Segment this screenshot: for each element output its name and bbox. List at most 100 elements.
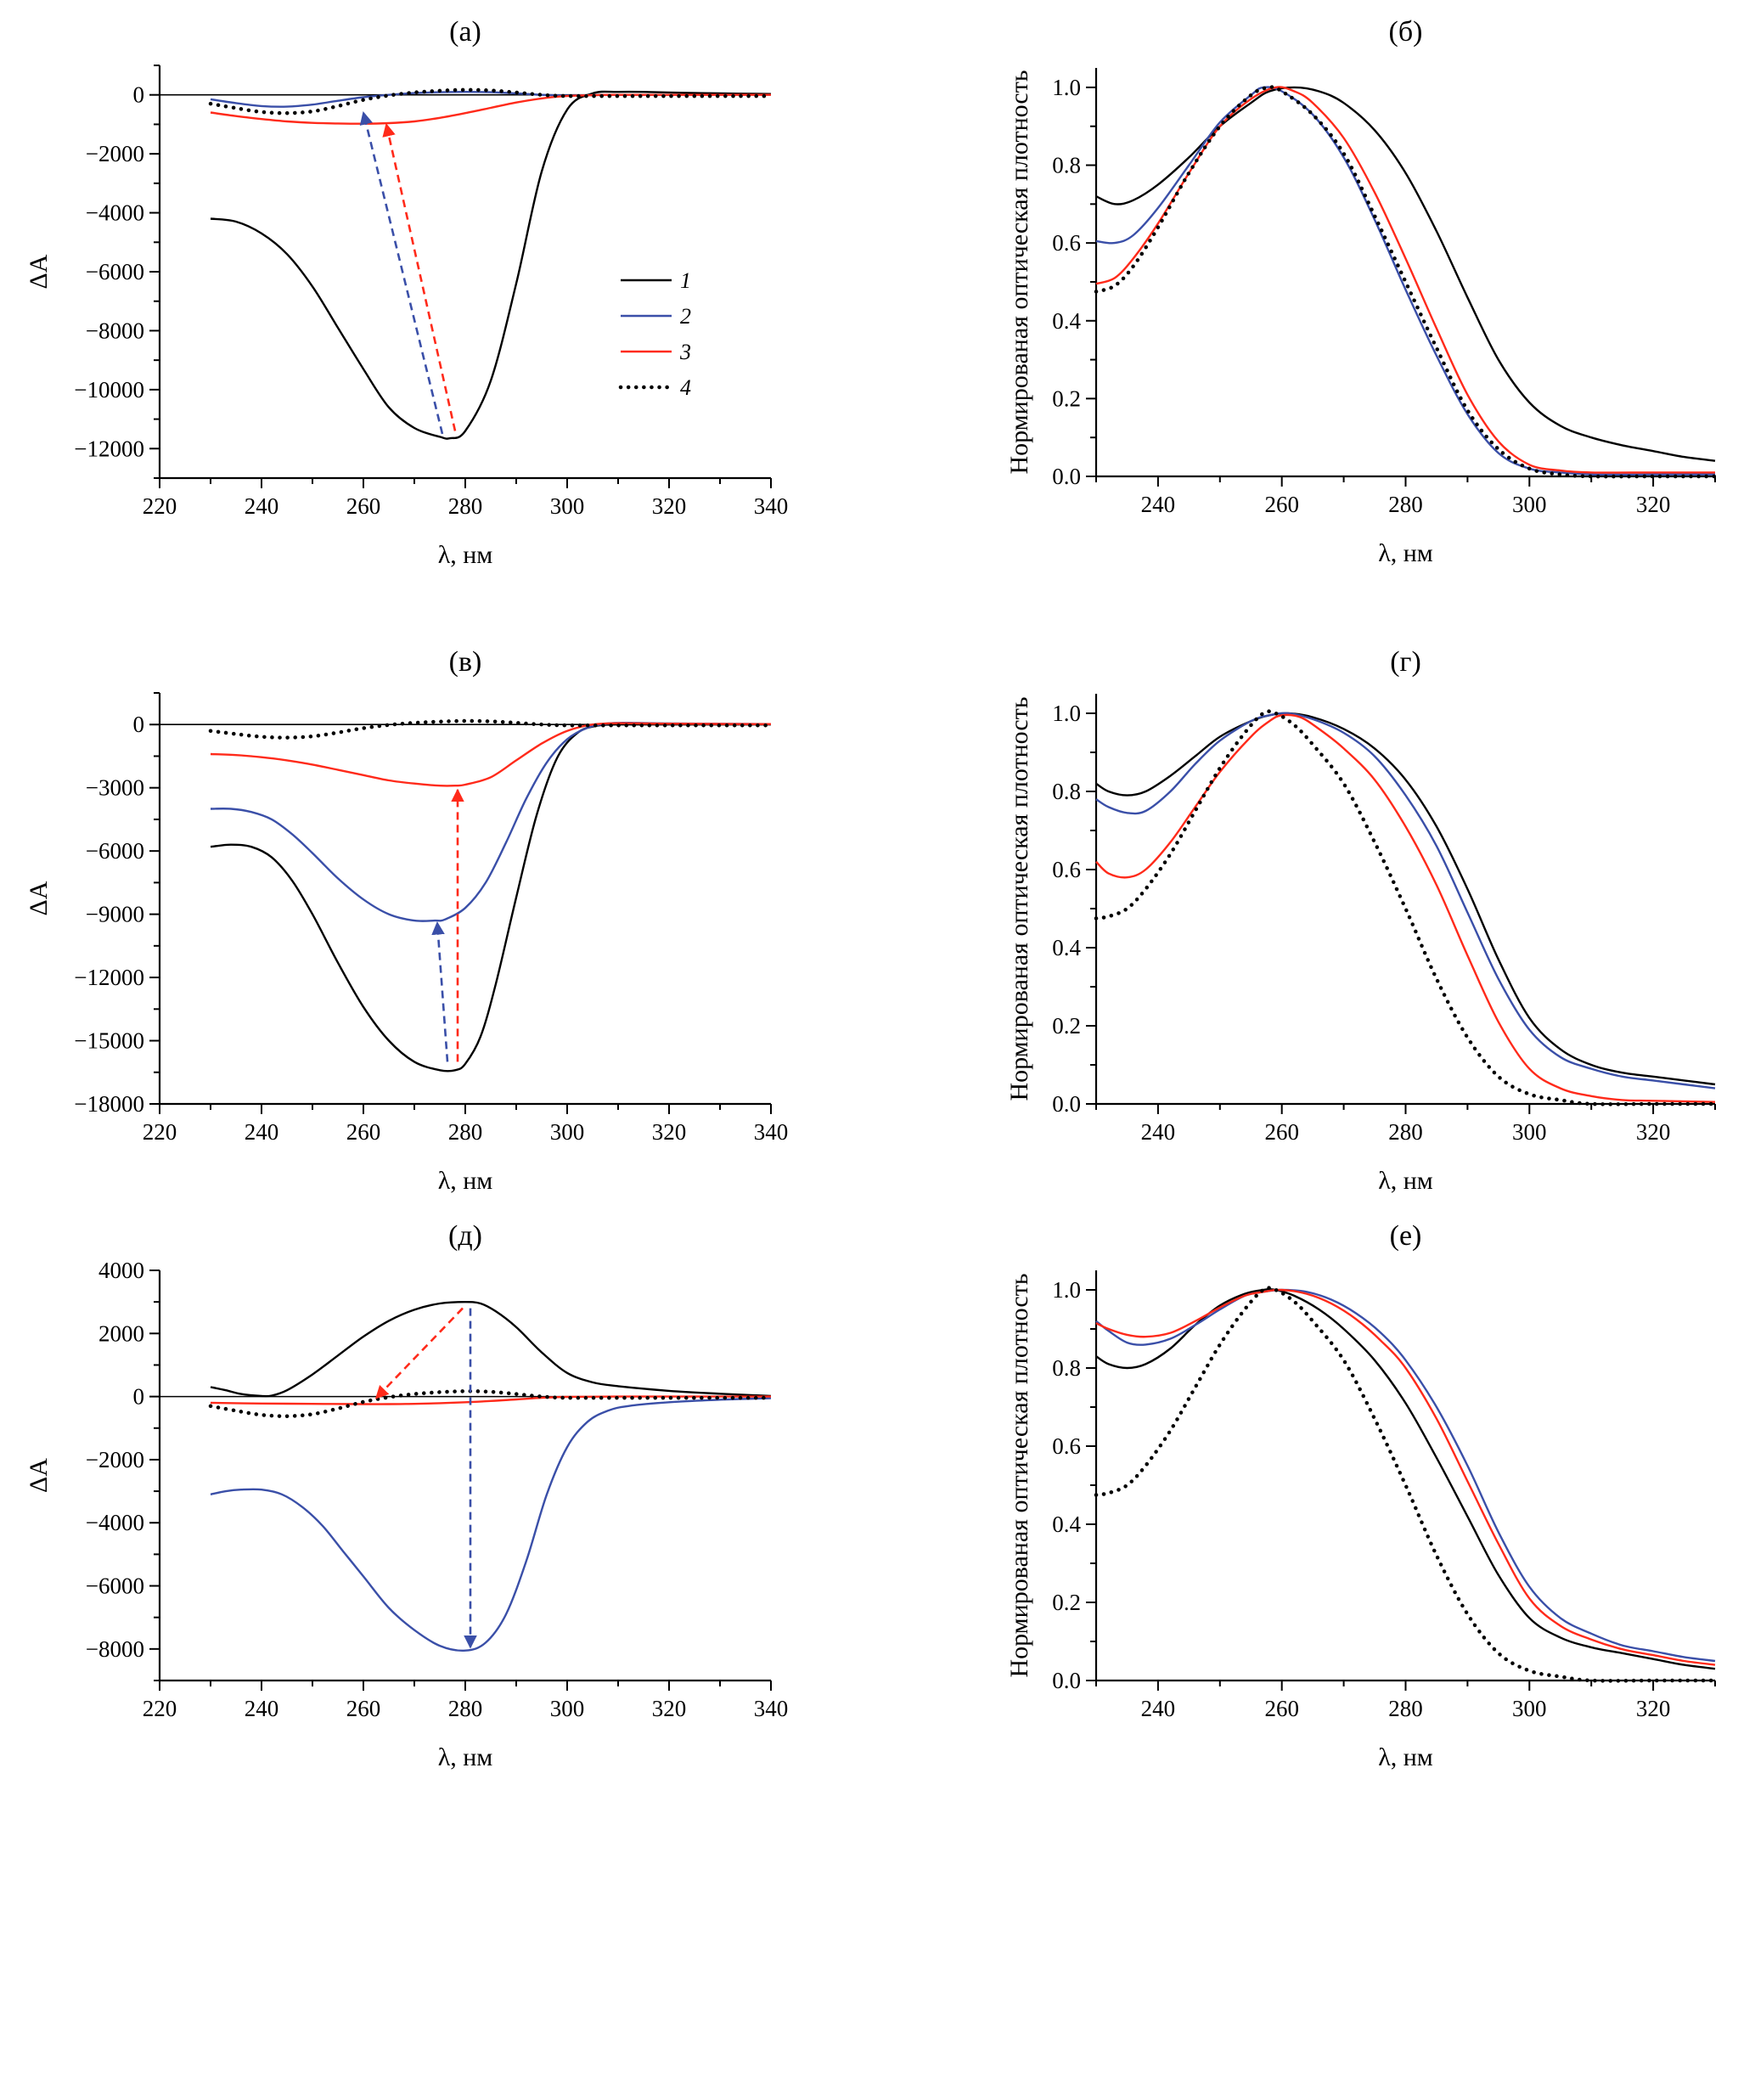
x-tick-label: 220 [143, 1119, 177, 1145]
panel-title: (е) [1390, 1220, 1422, 1252]
x-tick-label: 340 [754, 493, 789, 519]
series-line-1 [210, 90, 772, 440]
y-tick-label: 0.0 [1052, 464, 1081, 489]
series-line-4 [208, 1389, 773, 1418]
series-line-2 [210, 721, 772, 922]
panel-g: (г) 240 260 280 300 320 0.0 0.2 0.4 0.6 0.8 1.0 λ, н… [1005, 646, 1718, 1195]
y-tick-label: 0 [133, 712, 145, 737]
legend-label: 1 [680, 268, 691, 293]
x-tick-label: 260 [1264, 492, 1299, 517]
y-tick-label: −4000 [86, 200, 144, 226]
x-tick-label: 260 [1264, 1696, 1299, 1721]
x-tick-label: 240 [1141, 1696, 1176, 1721]
y-tick-label: 0.4 [1052, 935, 1081, 960]
y-tick-label: −3000 [86, 775, 144, 801]
y-tick-label: 2000 [98, 1320, 144, 1346]
panel-e: (е) 240 260 280 300 320 0.0 0.2 0.4 0.6 0.8 1.0 λ, н… [1005, 1220, 1718, 1771]
y-tick-label: 1.0 [1052, 701, 1081, 726]
y-tick-label: −18000 [74, 1091, 144, 1117]
x-tick-label: 280 [1388, 1696, 1423, 1721]
x-tick-label: 280 [1388, 1119, 1423, 1145]
legend-label: 4 [680, 375, 691, 400]
series-line-1 [1095, 1288, 1716, 1670]
x-tick-label: 320 [1636, 492, 1671, 517]
series-line-4 [1094, 709, 1718, 1106]
y-tick-label: −6000 [86, 838, 144, 864]
x-tick-label: 340 [754, 1696, 789, 1721]
y-tick-label: 0.8 [1052, 153, 1081, 178]
y-tick-label: −2000 [86, 1447, 144, 1472]
series-line-2 [1095, 1288, 1716, 1663]
annotation-arrow [374, 1307, 464, 1399]
y-tick-label: −12000 [74, 965, 144, 990]
y-tick-label: 0.6 [1052, 230, 1081, 256]
y-tick-label: 0.0 [1052, 1091, 1081, 1117]
series-line-4 [1094, 85, 1718, 479]
y-tick-label: 0.0 [1052, 1668, 1081, 1693]
x-tick-label: 240 [245, 1119, 279, 1145]
y-tick-label: 0.2 [1052, 386, 1081, 411]
y-tick-label: −2000 [86, 141, 144, 166]
y-tick-label: 0 [133, 82, 145, 108]
annotation-arrow [431, 921, 449, 1062]
y-axis-title: ΔA [25, 254, 53, 289]
x-axis-title: λ, нм [1378, 1743, 1433, 1771]
panel-title: (в) [449, 646, 482, 678]
panel-title: (а) [449, 16, 481, 48]
panel-title: (б) [1389, 16, 1423, 48]
x-axis-title: λ, нм [1378, 1167, 1433, 1195]
series-line-3 [210, 722, 772, 787]
x-tick-label: 280 [448, 493, 483, 519]
annotation-arrow [359, 111, 444, 435]
x-tick-label: 260 [346, 1696, 381, 1721]
x-axis-title: λ, нм [1378, 539, 1433, 567]
y-tick-label: 1.0 [1052, 1277, 1081, 1303]
y-tick-label: 0.2 [1052, 1013, 1081, 1039]
panel-b: (б) 240 260 280 300 320 0.0 0.2 0.4 0.6 0.8 1.0 λ, н… [1005, 16, 1718, 567]
panel-d: (д) 220 240 260 280 300 320 340 4000 2000 0 −2000 −4… [25, 1220, 788, 1771]
y-tick-label: −8000 [86, 318, 144, 343]
x-tick-label: 320 [652, 1696, 687, 1721]
x-tick-label: 280 [448, 1119, 483, 1145]
x-axis-title: λ, нм [438, 1743, 493, 1771]
x-tick-label: 240 [245, 493, 279, 519]
y-tick-label: 0.8 [1052, 1355, 1081, 1381]
x-tick-label: 300 [1512, 1119, 1547, 1145]
x-tick-label: 320 [1636, 1119, 1671, 1145]
x-tick-label: 240 [245, 1696, 279, 1721]
series-line-3 [210, 93, 771, 125]
y-axis-title: ΔA [25, 1458, 53, 1493]
y-tick-label: −9000 [86, 902, 144, 927]
y-tick-label: −6000 [86, 1574, 144, 1599]
x-tick-label: 320 [652, 1119, 687, 1145]
series-line-3 [1095, 713, 1716, 1103]
x-tick-label: 300 [550, 1119, 585, 1145]
panel-v: (в) 220 240 260 280 300 320 340 0 −3000 −6000 −9000… [25, 646, 788, 1195]
x-tick-label: 300 [550, 1696, 585, 1721]
y-tick-label: 0.6 [1052, 1433, 1081, 1459]
y-tick-label: −6000 [86, 259, 144, 284]
x-tick-label: 320 [1636, 1696, 1671, 1721]
series-line-1 [1095, 712, 1716, 1086]
legend-label: 3 [679, 340, 691, 364]
series-line-2 [1095, 86, 1715, 476]
series-line-4 [208, 87, 773, 115]
y-axis-title: Нормированая оптическая плотность [1005, 1273, 1033, 1677]
y-axis-title: Нормированая оптическая плотность [1005, 70, 1033, 474]
x-axis-title: λ, нм [438, 1167, 493, 1195]
series-line-1 [1095, 86, 1716, 462]
y-tick-label: −8000 [86, 1636, 144, 1662]
y-tick-label: 0.4 [1052, 308, 1081, 334]
legend-label: 2 [680, 304, 691, 329]
y-tick-label: 1.0 [1052, 75, 1081, 100]
x-axis-title: λ, нм [438, 541, 493, 569]
x-tick-label: 240 [1141, 492, 1176, 517]
y-axis-title: Нормированая оптическая плотность [1005, 696, 1033, 1101]
series-line-3 [1095, 1288, 1716, 1666]
y-tick-label: 0.2 [1052, 1590, 1081, 1615]
y-tick-label: 0.8 [1052, 779, 1081, 804]
x-tick-label: 220 [143, 493, 177, 519]
y-tick-label: 0.4 [1052, 1512, 1081, 1537]
series-line-2 [1095, 712, 1716, 1089]
series-line-4 [208, 718, 773, 740]
